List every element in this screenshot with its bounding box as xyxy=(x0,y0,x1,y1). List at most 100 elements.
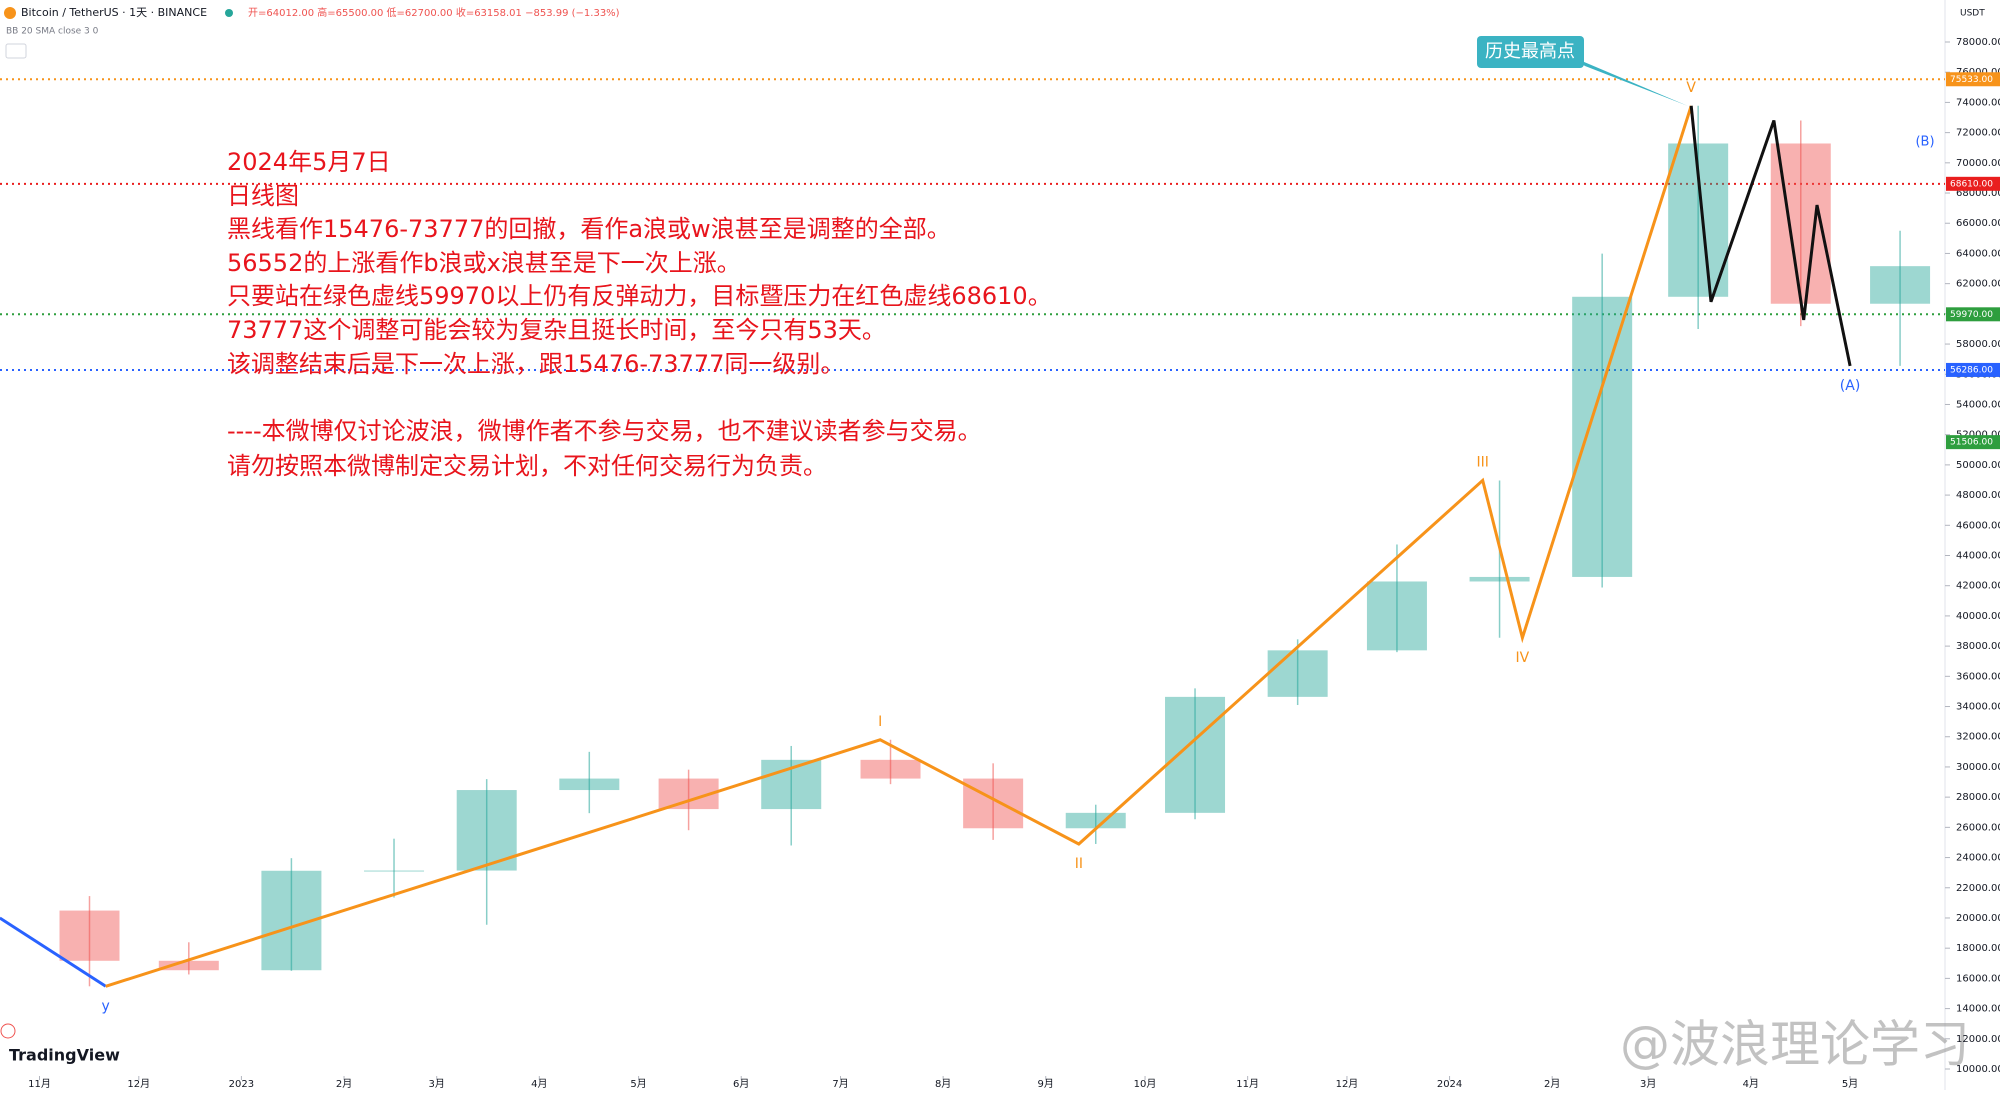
x-tick-label: 2024 xyxy=(1437,1079,1462,1090)
symbol[interactable]: Bitcoin / TetherUS · 1天 · BINANCE xyxy=(21,6,207,19)
y-tick-label: 38000.00 xyxy=(1956,641,2000,652)
candle-body xyxy=(1469,576,1530,582)
x-tick-label: 3月 xyxy=(429,1078,445,1090)
x-tick-label: 8月 xyxy=(935,1078,951,1090)
y-tick-label: 78000.00 xyxy=(1956,37,2000,48)
annotation-line: 73777这个调整可能会较为复杂且挺长时间，至今只有53天。 xyxy=(227,316,886,344)
wave-label: IV xyxy=(1516,650,1530,666)
wave-label: I xyxy=(878,714,882,730)
callout-text: 历史最高点 xyxy=(1485,41,1575,62)
indicator[interactable]: BB 20 SMA close 3 0 xyxy=(6,27,99,37)
x-tick-label: 9月 xyxy=(1038,1078,1054,1090)
candle-body xyxy=(559,778,620,791)
y-tick-label: 10000.00 xyxy=(1956,1064,2000,1075)
y-tick-label: 54000.00 xyxy=(1956,399,2000,410)
candle-body xyxy=(1065,812,1126,829)
y-tick-label: 68000.00 xyxy=(1956,188,2000,199)
y-tick-label: 58000.00 xyxy=(1956,339,2000,350)
annotation-line: 请勿按照本微博制定交易计划，不对任何交易行为负责。 xyxy=(227,452,827,480)
candle-body xyxy=(1572,296,1633,577)
price-label-bg xyxy=(1946,307,2000,322)
x-tick-label: 11月 xyxy=(1236,1078,1259,1090)
status-dot xyxy=(225,9,233,17)
y-tick-label: 62000.00 xyxy=(1956,279,2000,290)
collapse-button[interactable] xyxy=(5,43,27,59)
x-tick-label: 12月 xyxy=(127,1078,150,1090)
y-tick-label: 48000.00 xyxy=(1956,490,2000,501)
y-tick-label: 12000.00 xyxy=(1956,1034,2000,1045)
x-tick-label: 3月 xyxy=(1640,1078,1656,1090)
x-tick-label: 2月 xyxy=(1544,1078,1560,1090)
x-tick-label: 2023 xyxy=(229,1079,254,1090)
y-tick-label: 22000.00 xyxy=(1956,883,2000,894)
annotation-line: 56552的上涨看作b浪或x浪甚至是下一次上涨。 xyxy=(227,249,741,277)
y-tick-label: 64000.00 xyxy=(1956,248,2000,259)
price-label: 68610.00 xyxy=(1950,179,1993,189)
annotation-line: 只要站在绿色虚线59970以上仍有反弹动力，目标暨压力在红色虚线68610。 xyxy=(227,282,1052,310)
candle-body xyxy=(59,910,120,961)
x-tick-label: 12月 xyxy=(1336,1078,1359,1090)
y-tick-label: 74000.00 xyxy=(1956,97,2000,108)
annotation-line: 黑线看作15476-73777的回撤，看作a浪或w浪甚至是调整的全部。 xyxy=(227,215,951,243)
x-tick-label: 2月 xyxy=(336,1078,352,1090)
annotation-line: 2024年5月7日 xyxy=(227,148,391,176)
price-label-bg xyxy=(1946,362,2000,377)
wave-label: III xyxy=(1476,454,1488,470)
y-tick-label: 28000.00 xyxy=(1956,792,2000,803)
currency[interactable]: USDT xyxy=(1960,9,1985,19)
y-tick-label: 18000.00 xyxy=(1956,943,2000,954)
wave-label: V xyxy=(1686,80,1696,96)
y-tick-label: 20000.00 xyxy=(1956,913,2000,924)
logo[interactable]: TradingView xyxy=(9,1046,120,1065)
watermark: @波浪理论学习 xyxy=(1620,1016,1970,1074)
y-tick-label: 34000.00 xyxy=(1956,702,2000,713)
candle-body xyxy=(963,778,1024,829)
ohlc: 开=64012.00 高=65500.00 低=62700.00 收=63158… xyxy=(248,6,620,19)
candle-body xyxy=(1366,581,1427,651)
price-label-bg xyxy=(1946,72,2000,87)
wave-line xyxy=(1689,105,1852,367)
y-tick-label: 50000.00 xyxy=(1956,460,2000,471)
y-tick-label: 42000.00 xyxy=(1956,581,2000,592)
price-label: 75533.00 xyxy=(1950,75,1993,85)
x-tick-label: 4月 xyxy=(531,1078,547,1090)
price-label-bg xyxy=(1946,176,2000,191)
candle-body xyxy=(1165,696,1226,813)
y-tick-label: 16000.00 xyxy=(1956,973,2000,984)
price-label: 51506.00 xyxy=(1950,438,1993,448)
wave-label: y xyxy=(102,998,110,1014)
annotation-text: 2024年5月7日日线图黑线看作15476-73777的回撤，看作a浪或w浪甚至… xyxy=(227,148,1052,480)
y-tick-label: 30000.00 xyxy=(1956,762,2000,773)
callout-box xyxy=(1477,36,1584,68)
x-tick-label: 5月 xyxy=(630,1078,646,1090)
candle-body xyxy=(1267,650,1328,697)
y-tick-label: 44000.00 xyxy=(1956,551,2000,562)
y-tick-label: 14000.00 xyxy=(1956,1004,2000,1015)
candle-body xyxy=(364,870,425,872)
x-tick-label: 11月 xyxy=(28,1078,51,1090)
y-tick-label: 36000.00 xyxy=(1956,671,2000,682)
price-label: 56286.00 xyxy=(1950,365,1993,375)
y-tick-label: 70000.00 xyxy=(1956,158,2000,169)
ath-callout: 历史最高点 xyxy=(1477,36,1688,106)
candle-body xyxy=(1870,266,1931,304)
annotation-line: 日线图 xyxy=(227,182,299,210)
annotation-line: ----本微博仅讨论波浪，微博作者不参与交易，也不建议读者参与交易。 xyxy=(227,417,982,445)
y-tick-label: 32000.00 xyxy=(1956,732,2000,743)
x-tick-label: 6月 xyxy=(733,1078,749,1090)
candle-body xyxy=(860,759,921,779)
price-label: 59970.00 xyxy=(1950,310,1993,320)
symbol-icon xyxy=(4,7,16,19)
x-tick-label: 4月 xyxy=(1743,1078,1759,1090)
wave-label: (A) xyxy=(1840,378,1861,394)
y-tick-label: 24000.00 xyxy=(1956,853,2000,864)
candle-body xyxy=(158,960,219,971)
wave-line xyxy=(0,916,107,988)
x-tick-label: 7月 xyxy=(832,1078,848,1090)
x-tick-label: 5月 xyxy=(1842,1078,1858,1090)
y-tick-label: 46000.00 xyxy=(1956,520,2000,531)
y-tick-label: 72000.00 xyxy=(1956,128,2000,139)
